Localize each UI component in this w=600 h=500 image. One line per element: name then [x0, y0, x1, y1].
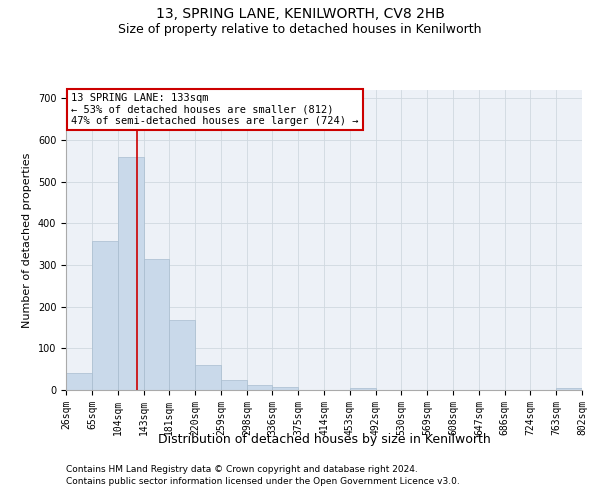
Text: 13 SPRING LANE: 133sqm
← 53% of detached houses are smaller (812)
47% of semi-de: 13 SPRING LANE: 133sqm ← 53% of detached…: [71, 93, 359, 126]
Bar: [118, 156, 144, 390]
Bar: [92, 241, 118, 390]
Bar: [144, 259, 169, 390]
Bar: [247, 386, 272, 390]
Bar: [221, 380, 247, 390]
Text: Size of property relative to detached houses in Kenilworth: Size of property relative to detached ho…: [118, 22, 482, 36]
Bar: [556, 388, 582, 390]
Text: Contains HM Land Registry data © Crown copyright and database right 2024.: Contains HM Land Registry data © Crown c…: [66, 466, 418, 474]
Bar: [350, 388, 376, 390]
Text: Distribution of detached houses by size in Kenilworth: Distribution of detached houses by size …: [158, 432, 490, 446]
Bar: [272, 386, 298, 390]
Text: Contains public sector information licensed under the Open Government Licence v3: Contains public sector information licen…: [66, 477, 460, 486]
Bar: [66, 374, 92, 390]
Bar: [169, 320, 195, 390]
Bar: [195, 365, 221, 390]
Text: 13, SPRING LANE, KENILWORTH, CV8 2HB: 13, SPRING LANE, KENILWORTH, CV8 2HB: [155, 8, 445, 22]
Y-axis label: Number of detached properties: Number of detached properties: [22, 152, 32, 328]
